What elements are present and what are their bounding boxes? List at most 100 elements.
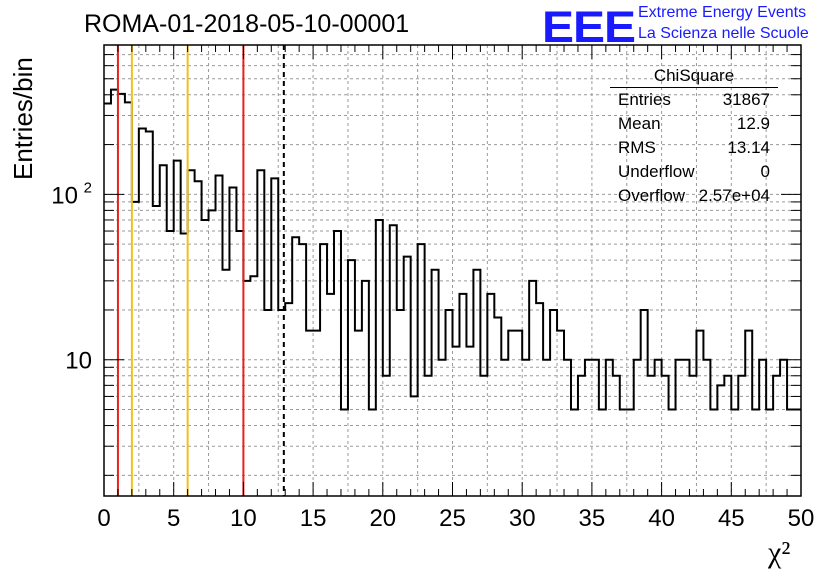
histogram-bin (703, 360, 710, 496)
histogram-bin (634, 360, 641, 496)
axis-tick-labels: 0 5 10 15 20 25 30 35 40 45 50 10 10 2 (51, 179, 814, 532)
histogram-bin (264, 310, 271, 496)
histogram-bin (613, 376, 620, 496)
histogram-bin (376, 220, 383, 496)
histogram-bin (188, 170, 195, 496)
histogram-bin (710, 410, 717, 496)
histogram-bin (125, 102, 132, 496)
axis-ticks (103, 44, 802, 496)
histogram-bin (669, 410, 676, 496)
x-tick-label: 35 (579, 505, 606, 532)
histogram-bin (557, 331, 564, 496)
stats-value: 31867 (722, 90, 770, 109)
histogram-bin (585, 360, 592, 496)
histogram-bin (299, 244, 306, 496)
histogram-bin (222, 270, 229, 496)
histogram-series (104, 88, 801, 496)
histogram-bin (794, 410, 801, 496)
y-tick-label: 10 (65, 348, 92, 375)
stats-value: 13.14 (727, 138, 770, 157)
histogram-bin (167, 231, 174, 496)
histogram-bin (766, 410, 773, 496)
histogram-bin (369, 410, 376, 496)
logo-subtitle-2: La Scienza nelle Scuole (638, 25, 809, 42)
histogram-bin (738, 376, 745, 496)
histogram-bin (592, 360, 599, 496)
stats-row-underflow: Underflow 0 (610, 162, 778, 186)
histogram-bin (655, 360, 662, 496)
histogram-bin (229, 188, 236, 496)
histogram-bin (292, 237, 299, 496)
histogram-bin (745, 331, 752, 496)
histogram-bin (515, 331, 522, 496)
histogram-bin (683, 360, 690, 496)
histogram-bin (606, 360, 613, 496)
stats-key: Underflow (618, 162, 695, 181)
histogram-bin (271, 178, 278, 496)
run-title: ROMA-01-2018-05-10-00001 (84, 10, 410, 38)
histogram-bin (759, 360, 766, 496)
stats-row-mean: Mean 12.9 (610, 114, 778, 138)
histogram-bin (362, 281, 369, 496)
x-tick-label: 5 (167, 505, 180, 532)
histogram-bin (153, 206, 160, 496)
histogram-bin (780, 360, 787, 496)
histogram-bin (641, 310, 648, 496)
histogram-bin (571, 410, 578, 496)
histogram-bin (341, 410, 348, 496)
histogram-bin (209, 210, 216, 496)
histogram-bin (111, 90, 118, 496)
x-tick-label: 25 (439, 505, 466, 532)
histogram-bin (696, 331, 703, 496)
histogram-bin (327, 294, 334, 496)
histogram-bin (487, 294, 494, 496)
histogram-bin (473, 270, 480, 496)
histogram-bin (202, 220, 209, 496)
stats-title: ChiSquare (610, 66, 778, 88)
stats-row-rms: RMS 13.14 (610, 138, 778, 162)
histogram-bin (383, 376, 390, 496)
stats-key: RMS (618, 138, 656, 157)
histogram-bin (390, 225, 397, 496)
histogram-bin (662, 376, 669, 496)
histogram-bin (439, 360, 446, 496)
x-tick-label: 45 (718, 505, 745, 532)
stats-value: 2.57e+04 (698, 186, 770, 205)
histogram-bin (731, 410, 738, 496)
stats-box: ChiSquare Entries 31867 Mean 12.9 RMS 13… (610, 66, 778, 210)
histogram-outline (104, 88, 801, 411)
histogram-bin (536, 303, 543, 496)
histogram-bin (620, 410, 627, 496)
histogram-bin (411, 396, 418, 496)
histogram-bin (480, 376, 487, 496)
histogram-bin (404, 257, 411, 496)
x-tick-label: 30 (509, 505, 536, 532)
x-tick-label: 40 (648, 505, 675, 532)
histogram-bin (564, 360, 571, 496)
histogram-bin (306, 331, 313, 496)
stats-key: Mean (618, 114, 661, 133)
x-tick-label: 50 (788, 505, 815, 532)
histogram-bin (181, 233, 188, 496)
x-tick-label: 20 (369, 505, 396, 532)
stats-key: Entries (618, 90, 671, 109)
histogram-bin (104, 104, 111, 496)
histogram-bin (174, 161, 181, 496)
histogram-bin (236, 231, 243, 496)
histogram-bin (550, 310, 557, 496)
histogram-bin (494, 318, 501, 496)
histogram-bin (257, 170, 264, 496)
histogram-bin (313, 331, 320, 496)
histogram-bin (446, 310, 453, 496)
histogram-bin (466, 347, 473, 496)
eee-logo: EEE (542, 3, 636, 52)
histogram-bin (320, 244, 327, 496)
histogram-bin (118, 94, 125, 496)
stats-key: Overflow (618, 186, 686, 205)
histogram-bin (787, 410, 794, 496)
x-tick-label: 0 (97, 505, 110, 532)
histogram-bin (132, 202, 139, 496)
histogram-bin (146, 131, 153, 496)
histogram-bin (508, 331, 515, 496)
